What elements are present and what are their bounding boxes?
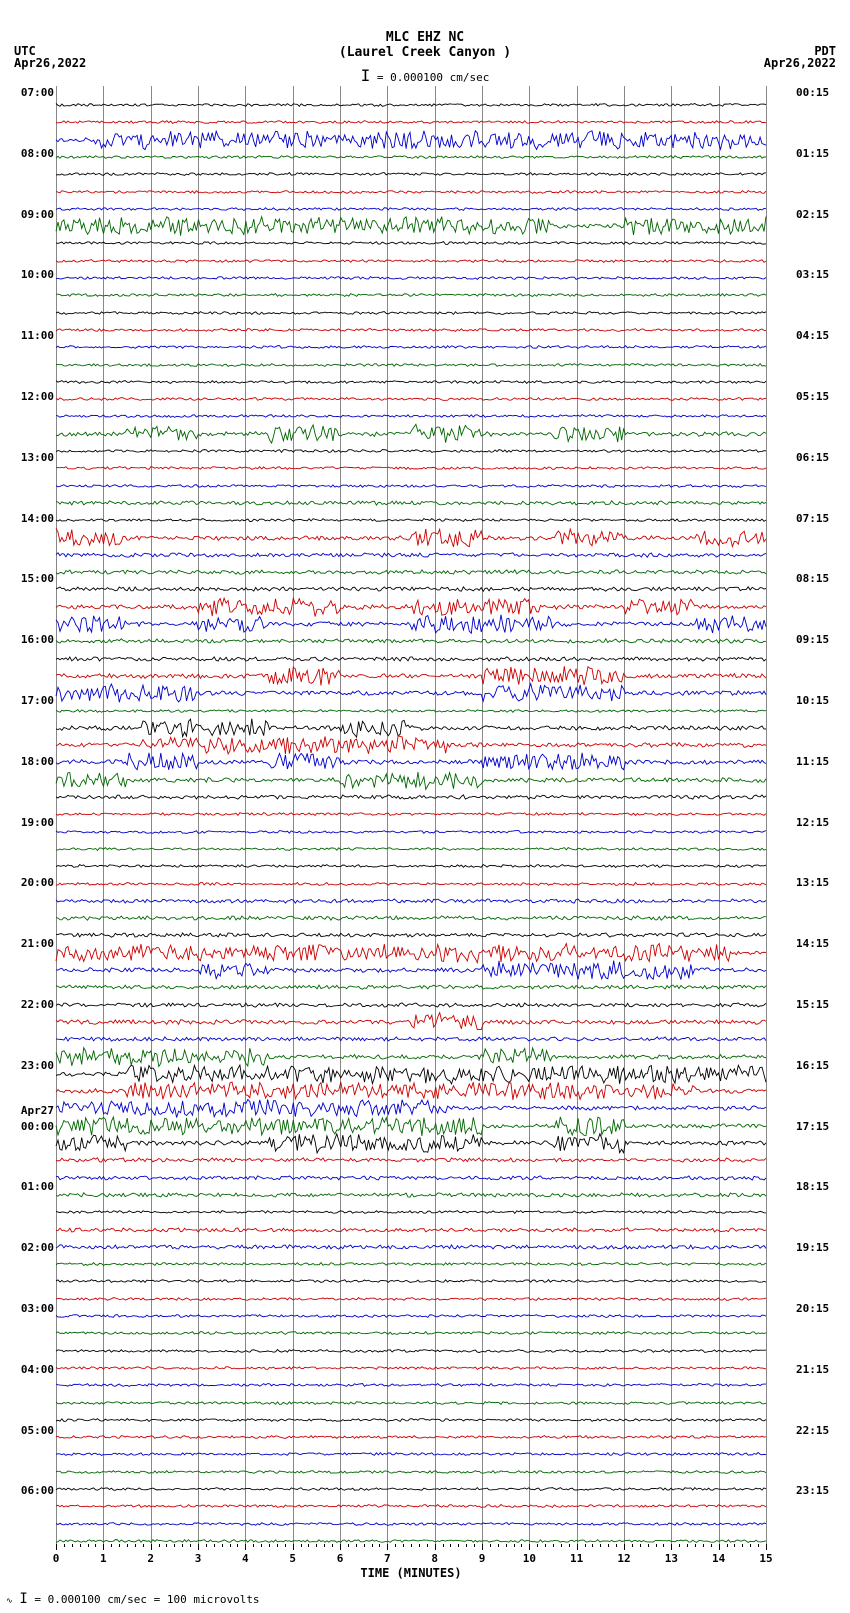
right-time-label: 02:15 <box>796 208 829 221</box>
x-tick-label: 13 <box>665 1552 678 1565</box>
right-time-label: 07:15 <box>796 512 829 525</box>
left-time-label: 17:00 <box>21 694 54 707</box>
right-time-label: 16:15 <box>796 1059 829 1072</box>
right-time-label: 00:15 <box>796 86 829 99</box>
x-tick-label: 14 <box>712 1552 725 1565</box>
right-time-label: 04:15 <box>796 329 829 342</box>
left-time-label: 02:00 <box>21 1241 54 1254</box>
x-axis-title: TIME (MINUTES) <box>56 1566 766 1580</box>
right-time-label: 17:15 <box>796 1120 829 1133</box>
left-time-label: 14:00 <box>21 512 54 525</box>
left-time-label: Apr27 <box>21 1104 54 1117</box>
left-time-labels: 07:00 08:00 09:00 10:00 11:00 12:00 13:00 14:00… <box>10 86 54 1544</box>
right-time-label: 12:15 <box>796 816 829 829</box>
station-title: MLC EHZ NC <box>0 0 850 45</box>
right-time-label: 22:15 <box>796 1424 829 1437</box>
right-time-label: 03:15 <box>796 268 829 281</box>
left-time-label: 00:00 <box>21 1120 54 1133</box>
seismogram-container: UTC Apr26,2022 PDT Apr26,2022 MLC EHZ NC… <box>0 0 850 1613</box>
right-time-label: 05:15 <box>796 390 829 403</box>
x-tick-label: 9 <box>479 1552 486 1565</box>
left-time-label: 13:00 <box>21 451 54 464</box>
x-tick-label: 10 <box>523 1552 536 1565</box>
right-time-label: 06:15 <box>796 451 829 464</box>
left-time-label: 06:00 <box>21 1484 54 1497</box>
left-time-label: 16:00 <box>21 633 54 646</box>
plot-area <box>56 86 766 1544</box>
left-time-label: 15:00 <box>21 572 54 585</box>
left-time-label: 04:00 <box>21 1363 54 1376</box>
left-time-label: 20:00 <box>21 876 54 889</box>
right-time-label: 19:15 <box>796 1241 829 1254</box>
x-tick-label: 1 <box>100 1552 107 1565</box>
left-time-label: 03:00 <box>21 1302 54 1315</box>
right-time-label: 15:15 <box>796 998 829 1011</box>
right-time-label: 09:15 <box>796 633 829 646</box>
x-tick-label: 3 <box>195 1552 202 1565</box>
x-tick-label: 4 <box>242 1552 249 1565</box>
x-tick-label: 7 <box>384 1552 391 1565</box>
x-tick-label: 0 <box>53 1552 60 1565</box>
left-time-label: 07:00 <box>21 86 54 99</box>
x-tick-label: 8 <box>431 1552 438 1565</box>
left-time-label: 22:00 <box>21 998 54 1011</box>
right-time-label: 13:15 <box>796 876 829 889</box>
right-time-label: 01:15 <box>796 147 829 160</box>
right-time-label: 11:15 <box>796 755 829 768</box>
x-tick-label: 6 <box>337 1552 344 1565</box>
x-tick-label: 11 <box>570 1552 583 1565</box>
left-time-label: 08:00 <box>21 147 54 160</box>
scale-indicator: I = 0.000100 cm/sec <box>0 60 850 85</box>
left-time-label: 05:00 <box>21 1424 54 1437</box>
right-time-label: 18:15 <box>796 1180 829 1193</box>
location-title: (Laurel Creek Canyon ) <box>0 45 850 60</box>
right-time-labels: 00:15 01:15 02:15 03:15 04:15 05:15 06:15 07:15… <box>796 86 840 1544</box>
footer-scale: ∿ I = 0.000100 cm/sec = 100 microvolts <box>6 1591 260 1607</box>
left-time-label: 21:00 <box>21 937 54 950</box>
right-time-label: 23:15 <box>796 1484 829 1497</box>
left-time-label: 01:00 <box>21 1180 54 1193</box>
x-tick-label: 2 <box>147 1552 154 1565</box>
right-time-label: 10:15 <box>796 694 829 707</box>
x-axis: TIME (MINUTES) 0123456789101112131415 <box>56 1544 766 1584</box>
left-time-label: 18:00 <box>21 755 54 768</box>
date-right: Apr26,2022 <box>764 56 836 70</box>
left-time-label: 11:00 <box>21 329 54 342</box>
left-time-label: 10:00 <box>21 268 54 281</box>
x-tick-label: 12 <box>617 1552 630 1565</box>
right-time-label: 08:15 <box>796 572 829 585</box>
right-time-label: 20:15 <box>796 1302 829 1315</box>
left-time-label: 09:00 <box>21 208 54 221</box>
right-time-label: 21:15 <box>796 1363 829 1376</box>
right-time-label: 14:15 <box>796 937 829 950</box>
x-tick-label: 15 <box>759 1552 772 1565</box>
left-time-label: 23:00 <box>21 1059 54 1072</box>
left-time-label: 19:00 <box>21 816 54 829</box>
date-left: Apr26,2022 <box>14 56 86 70</box>
left-time-label: 12:00 <box>21 390 54 403</box>
x-tick-label: 5 <box>289 1552 296 1565</box>
